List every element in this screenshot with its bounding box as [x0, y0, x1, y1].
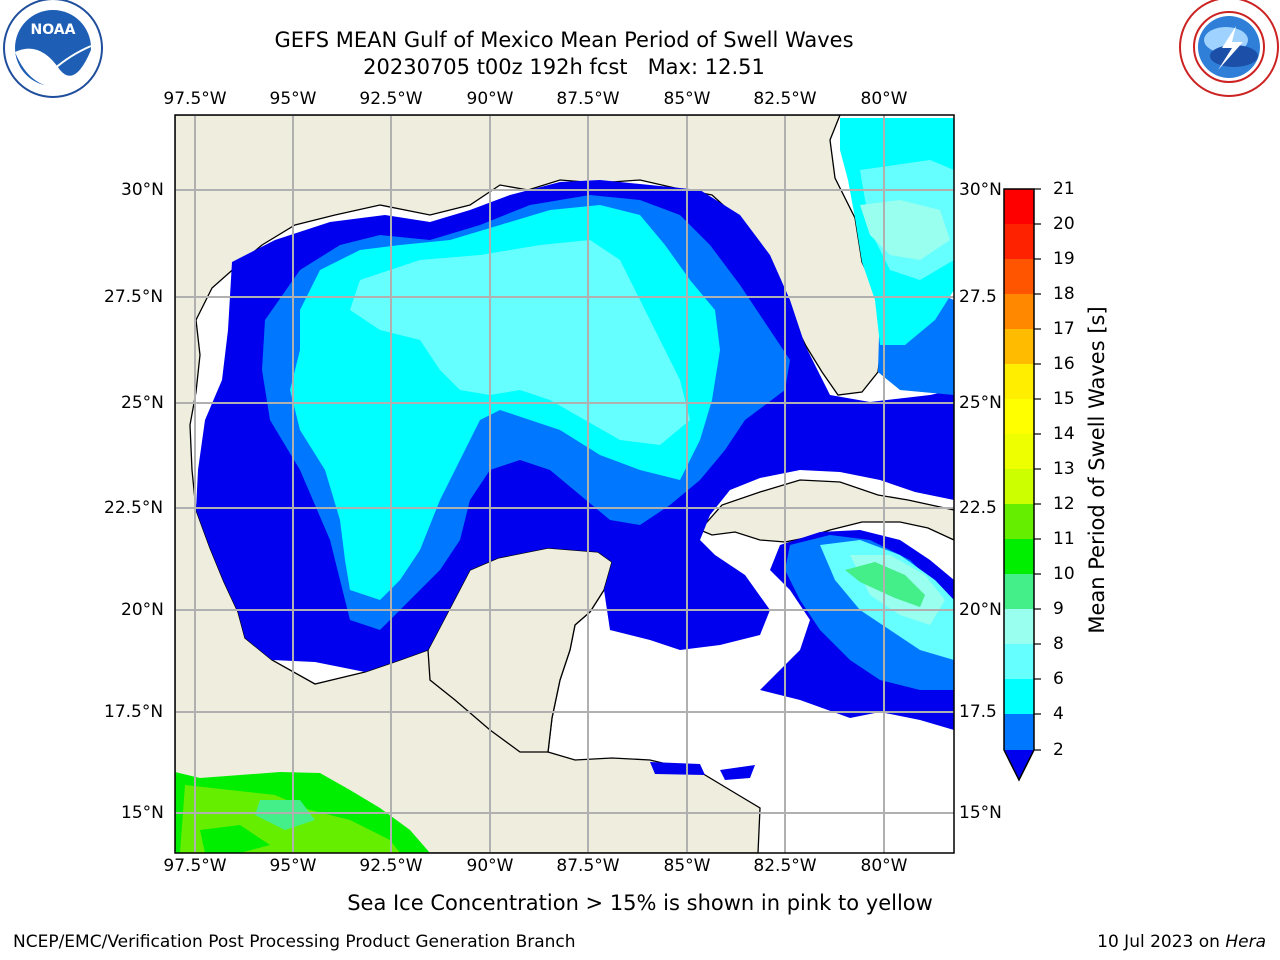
colorbar-tick-label: 15: [1053, 389, 1075, 409]
colorbar-tick-label: 21: [1053, 179, 1075, 199]
footer-credit: NCEP/EMC/Verification Post Processing Pr…: [13, 932, 576, 952]
sea-ice-note: Sea Ice Concentration > 15% is shown in …: [347, 891, 933, 915]
lon-label-top: 92.5°W: [359, 89, 423, 109]
colorbar-tick-label: 4: [1053, 704, 1064, 724]
lat-label-left: 27.5°N: [104, 287, 164, 307]
footer-date: 10 Jul 2023 on Hera: [1097, 932, 1266, 952]
colorbar-tick-label: 17: [1053, 319, 1075, 339]
lat-label-left: 15°N: [121, 803, 164, 823]
lon-label-bottom: 87.5°W: [556, 856, 620, 876]
footer-host: Hera: [1225, 932, 1266, 952]
lat-label-right: 25°N: [959, 393, 1002, 413]
lon-label-bottom: 95°W: [269, 856, 317, 876]
lon-label-bottom: 97.5°W: [163, 856, 227, 876]
colorbar-tick-label: 18: [1053, 284, 1075, 304]
map-subtitle: 20230705 t00z 192h fcst Max: 12.51: [363, 55, 765, 79]
lon-label-bottom: 82.5°W: [753, 856, 817, 876]
map-title: GEFS MEAN Gulf of Mexico Mean Period of …: [274, 28, 854, 52]
lon-label-top: 97.5°W: [163, 89, 227, 109]
colorbar-tick-label: 20: [1053, 214, 1075, 234]
lat-label-left: 22.5°N: [104, 498, 164, 518]
colorbar-tick-label: 2: [1053, 740, 1064, 760]
noaa-logo: NOAA: [3, 0, 103, 98]
svg-text:NOAA: NOAA: [31, 22, 76, 38]
colorbar-tick-label: 6: [1053, 669, 1064, 689]
lon-label-top: 82.5°W: [753, 89, 817, 109]
gridlines: [175, 115, 954, 853]
swell-band-light-cyan: [350, 240, 690, 445]
lat-label-left: 30°N: [121, 180, 164, 200]
map-area: [175, 115, 954, 853]
footer-date-text: 10 Jul 2023 on: [1097, 932, 1226, 952]
lon-label-bottom: 92.5°W: [359, 856, 423, 876]
colorbar-tick-label: 19: [1053, 249, 1075, 269]
lon-label-top: 90°W: [466, 89, 514, 109]
colorbar-title: Mean Period of Swell Waves [s]: [1085, 306, 1109, 634]
colorbar: [1003, 188, 1041, 782]
lon-label-bottom: 80°W: [860, 856, 908, 876]
colorbar-tick-label: 10: [1053, 564, 1075, 584]
colorbar-tick-label: 12: [1053, 494, 1075, 514]
lon-label-bottom: 90°W: [466, 856, 514, 876]
lon-label-top: 87.5°W: [556, 89, 620, 109]
lon-label-top: 85°W: [663, 89, 711, 109]
lon-label-bottom: 85°W: [663, 856, 711, 876]
lat-label-left: 20°N: [121, 600, 164, 620]
colorbar-tick-label: 13: [1053, 459, 1075, 479]
lat-label-right: 27.5: [959, 287, 997, 307]
nws-logo: [1179, 0, 1279, 97]
colorbar-tick-label: 8: [1053, 634, 1064, 654]
lat-label-left: 17.5°N: [104, 702, 164, 722]
colorbar-tick-label: 9: [1053, 599, 1064, 619]
lat-label-right: 20°N: [959, 600, 1002, 620]
colorbar-tick-label: 14: [1053, 424, 1075, 444]
land-cuba: [698, 479, 954, 543]
lat-label-right: 22.5: [959, 498, 997, 518]
lon-label-top: 95°W: [269, 89, 317, 109]
colorbar-tick-label: 16: [1053, 354, 1075, 374]
colorbar-tick-label: 11: [1053, 529, 1075, 549]
lat-label-right: 17.5: [959, 702, 997, 722]
lat-label-right: 15°N: [959, 803, 1002, 823]
lon-label-top: 80°W: [860, 89, 908, 109]
lat-label-left: 25°N: [121, 393, 164, 413]
lat-label-right: 30°N: [959, 180, 1002, 200]
